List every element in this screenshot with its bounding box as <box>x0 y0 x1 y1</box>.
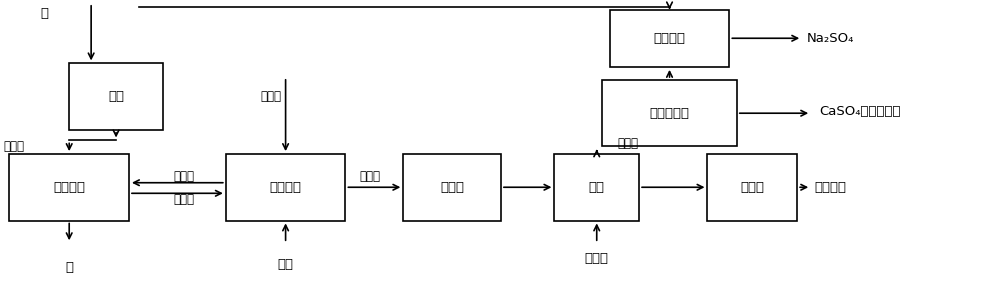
Bar <box>554 154 639 221</box>
Bar <box>69 63 163 130</box>
Text: 水: 水 <box>40 7 48 20</box>
Bar <box>226 154 345 221</box>
Text: 萃取: 萃取 <box>589 181 605 194</box>
Text: 浸取剂: 浸取剂 <box>3 140 24 153</box>
Text: Na₂SO₄: Na₂SO₄ <box>807 32 855 45</box>
Text: CaSO₄，有机物等: CaSO₄，有机物等 <box>819 105 901 118</box>
Bar <box>403 154 501 221</box>
Text: 萃取液: 萃取液 <box>585 252 609 265</box>
Bar <box>707 154 797 221</box>
Text: 浸取剂: 浸取剂 <box>260 90 281 103</box>
Text: 渣: 渣 <box>65 261 73 274</box>
Text: 反萃取: 反萃取 <box>740 181 764 194</box>
Text: 一次浸出: 一次浸出 <box>270 181 302 194</box>
Text: 浸出液: 浸出液 <box>173 193 194 206</box>
Bar <box>602 80 737 146</box>
Text: 浸出液: 浸出液 <box>360 170 381 183</box>
Text: 有价溶液: 有价溶液 <box>814 181 846 194</box>
Text: 低温析晶: 低温析晶 <box>654 32 686 45</box>
Text: 调配: 调配 <box>108 90 124 103</box>
Text: 电化学处理: 电化学处理 <box>650 107 690 120</box>
Text: 浸出渣: 浸出渣 <box>173 170 194 183</box>
Text: 预处理: 预处理 <box>440 181 464 194</box>
Text: 萃余液: 萃余液 <box>618 137 639 150</box>
Bar <box>9 154 129 221</box>
Text: 二次浸出: 二次浸出 <box>53 181 85 194</box>
Text: 矿石: 矿石 <box>278 258 294 271</box>
Bar <box>610 9 729 67</box>
